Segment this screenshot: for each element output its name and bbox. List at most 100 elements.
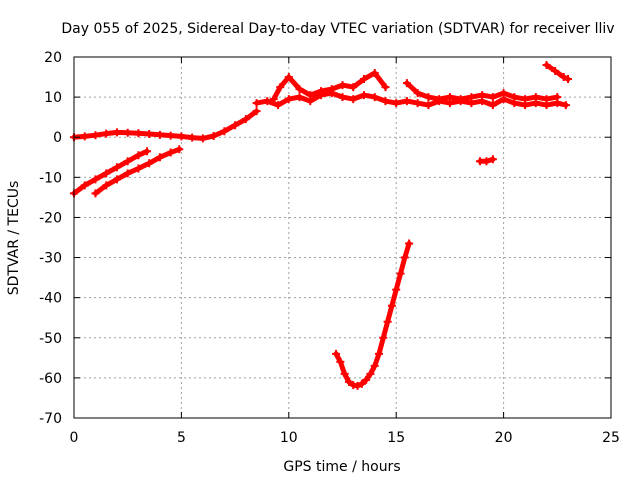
data-point: [370, 361, 379, 370]
data-point: [166, 148, 175, 157]
data-point: [456, 95, 465, 104]
data-point: [102, 181, 111, 190]
series-track-rising-b: [91, 145, 184, 198]
data-point: [424, 93, 433, 102]
data-point: [276, 83, 285, 92]
data-point: [327, 85, 336, 94]
data-point: [531, 93, 540, 102]
data-point: [145, 159, 154, 168]
data-point: [400, 253, 409, 262]
data-point: [387, 301, 396, 310]
data-point: [338, 93, 347, 102]
data-point: [559, 73, 568, 82]
data-point: [112, 175, 121, 184]
series-track-high-main: [252, 89, 570, 110]
y-tick-label: -20: [39, 210, 62, 226]
data-point: [155, 130, 164, 139]
y-tick-label: 10: [44, 90, 62, 106]
data-point: [177, 132, 186, 141]
data-point: [488, 93, 497, 102]
data-point: [317, 87, 326, 96]
data-point: [362, 375, 371, 384]
data-point: [123, 128, 132, 137]
data-point: [370, 93, 379, 102]
data-point: [134, 129, 143, 138]
data-point: [510, 93, 519, 102]
series-track-high-spikes: [269, 69, 390, 104]
data-point: [284, 95, 293, 104]
data-point: [392, 99, 401, 108]
x-tick-label: 0: [70, 430, 79, 446]
data-point: [91, 175, 100, 184]
data-point: [263, 97, 272, 106]
y-tick-label: 20: [44, 50, 62, 66]
data-point: [91, 189, 100, 198]
data-point: [435, 95, 444, 104]
data-point: [396, 269, 405, 278]
data-point: [383, 317, 392, 326]
data-point: [424, 101, 433, 110]
grid-lines: [74, 57, 611, 418]
data-point: [102, 169, 111, 178]
y-tick-label: -70: [39, 411, 62, 427]
data-point: [542, 61, 551, 70]
data-point: [357, 379, 366, 388]
data-point: [295, 93, 304, 102]
data-point: [220, 127, 229, 136]
chart-title: Day 055 of 2025, Sidereal Day-to-day VTE…: [61, 21, 614, 37]
y-tick-label: -30: [39, 251, 62, 267]
data-point: [467, 93, 476, 102]
data-point: [381, 83, 390, 92]
data-point: [306, 91, 315, 100]
x-tick-label: 20: [495, 430, 513, 446]
data-point: [381, 97, 390, 106]
data-point: [375, 349, 384, 358]
data-point: [241, 115, 250, 124]
series-track-rising-a: [70, 147, 152, 198]
data-point: [478, 91, 487, 100]
data-point: [366, 369, 375, 378]
data-point: [231, 121, 240, 130]
data-point: [542, 95, 551, 104]
data-point: [145, 130, 154, 139]
y-axis-label: SDTVAR / TECUs: [6, 181, 22, 296]
data-point: [359, 75, 368, 84]
data-point: [102, 129, 111, 138]
y-tick-label: 0: [53, 130, 62, 146]
data-point: [379, 333, 388, 342]
data-point: [209, 132, 218, 141]
data-point: [80, 181, 89, 190]
data-point: [499, 89, 508, 98]
data-point: [353, 381, 362, 390]
data-point: [336, 357, 345, 366]
data-point: [284, 73, 293, 82]
data-point: [553, 93, 562, 102]
y-tick-label: -40: [39, 291, 62, 307]
x-tick-label: 5: [177, 430, 186, 446]
x-tick-label: 10: [280, 430, 298, 446]
data-point: [198, 134, 207, 143]
series-track-high-upper: [402, 79, 562, 104]
y-tick-label: -50: [39, 331, 62, 347]
series-track-late-high: [542, 61, 573, 84]
data-point: [405, 239, 414, 248]
data-point: [521, 95, 530, 104]
data-point: [349, 95, 358, 104]
data-point: [188, 133, 197, 142]
data-point: [488, 155, 497, 164]
data-point: [274, 101, 283, 110]
series-track-isolated: [475, 155, 497, 166]
y-tick-label: -60: [39, 371, 62, 387]
data-point: [123, 169, 132, 178]
axis-ticks: 0 5 10 15 20 25 20 10 0 -10 -20 -30 -40 -50 -60 -70: [39, 50, 620, 446]
data-point: [370, 69, 379, 78]
data-point: [134, 164, 143, 173]
data-point: [402, 79, 411, 88]
data-point: [269, 95, 278, 104]
x-tick-label: 15: [387, 430, 405, 446]
data-point: [252, 107, 261, 116]
data-point: [340, 369, 349, 378]
plot-frame: [73, 56, 612, 419]
data-point: [488, 101, 497, 110]
